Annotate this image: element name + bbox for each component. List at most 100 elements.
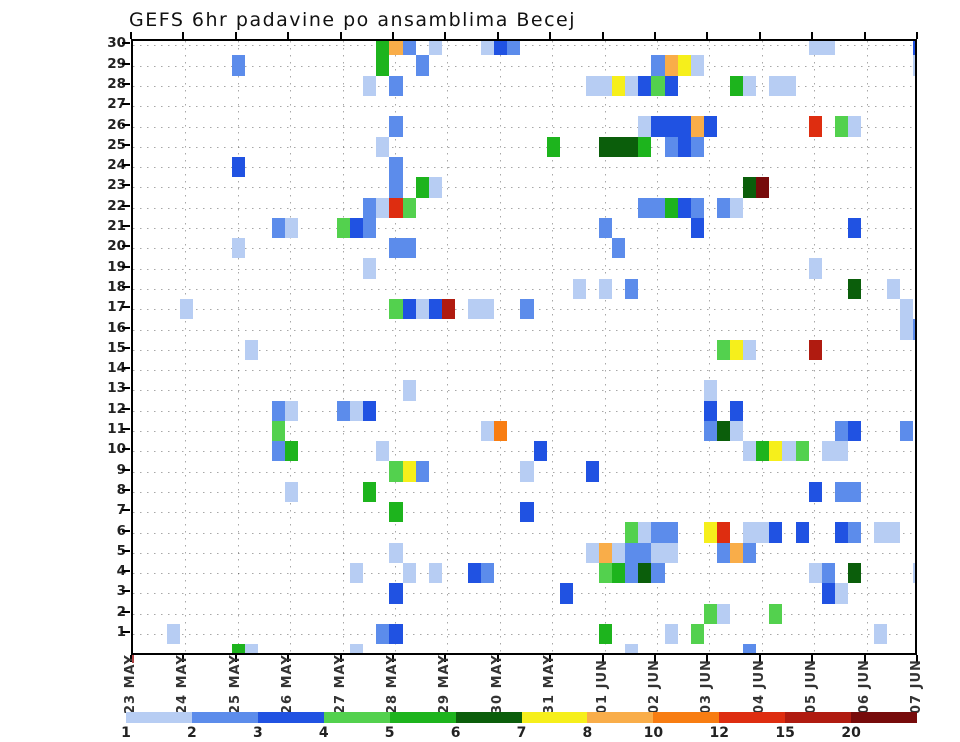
heatmap-cell	[284, 400, 298, 421]
x-axis-tick	[496, 655, 499, 662]
x-axis-tick	[916, 655, 918, 662]
heatmap-cell	[730, 75, 744, 97]
heatmap-cell	[612, 136, 626, 157]
heatmap-cell	[730, 420, 744, 442]
heatmap-cell	[651, 75, 665, 97]
y-axis-tick	[122, 468, 130, 471]
heatmap-cell	[677, 197, 691, 218]
y-axis-label: 15	[107, 339, 126, 356]
x-axis-tick	[654, 655, 656, 662]
heatmap-cell	[651, 562, 665, 584]
heatmap-cell	[389, 75, 403, 97]
heatmap-cell	[363, 481, 377, 503]
heatmap-cell	[599, 217, 613, 239]
colorbar-label: 7	[516, 725, 527, 741]
x-axis-label: 26 MAY	[280, 654, 296, 714]
heatmap-cell	[428, 177, 442, 198]
heatmap-cell	[664, 623, 678, 645]
x-axis-label: 27 MAY	[332, 654, 348, 714]
heatmap-cell	[245, 644, 259, 653]
grid-line-horizontal	[133, 45, 915, 47]
grid-line-vertical	[290, 41, 292, 653]
grid-line-vertical	[657, 41, 658, 653]
heatmap-cell	[166, 623, 180, 645]
heatmap-cell	[913, 55, 915, 76]
heatmap-cell	[599, 562, 613, 584]
heatmap-cell	[756, 522, 770, 543]
heatmap-cell	[232, 644, 246, 653]
heatmap-cell	[402, 562, 416, 584]
heatmap-cell	[625, 136, 639, 157]
heatmap-cell	[363, 75, 377, 97]
y-axis-tick	[122, 265, 130, 268]
colorbar-segment	[719, 712, 786, 723]
heatmap-cell	[913, 562, 915, 584]
heatmap-cell	[769, 441, 783, 462]
y-axis-label: 19	[107, 258, 126, 275]
heatmap-cell	[821, 562, 835, 584]
grid-line-horizontal	[133, 573, 915, 575]
grid-line-horizontal	[133, 146, 915, 148]
x-axis-label: 01 JUN	[594, 659, 610, 714]
heatmap-cell	[677, 136, 691, 157]
y-axis-tick	[122, 428, 130, 430]
heatmap-cell	[612, 562, 626, 584]
heatmap-cell	[664, 197, 678, 218]
colorbar-label: 4	[318, 725, 329, 741]
colorbar-label: 20	[841, 725, 861, 741]
heatmap-cell	[350, 217, 364, 239]
x-axis-tick-top	[130, 32, 132, 39]
heatmap-cell	[284, 441, 298, 462]
heatmap-cell	[507, 41, 521, 56]
colorbar-label: 6	[450, 725, 461, 741]
colorbar-label: 8	[582, 725, 593, 741]
x-axis-label: 23 MAY	[123, 654, 138, 714]
grid-line-horizontal	[133, 370, 915, 372]
y-axis-label: 29	[107, 55, 126, 72]
heatmap-cell	[743, 339, 757, 360]
heatmap-cell	[743, 542, 757, 563]
heatmap-cell	[415, 299, 429, 320]
heatmap-cell	[834, 481, 848, 503]
x-axis-tick-top	[234, 32, 237, 39]
y-axis-label: 21	[107, 218, 126, 234]
colorbar-segment	[455, 712, 522, 723]
heatmap-cell	[638, 136, 652, 157]
heatmap-cell	[402, 380, 416, 401]
colorbar-segment	[191, 712, 258, 723]
x-axis-tick-top	[392, 32, 394, 39]
chart-title: GEFS 6hr padavine po ansamblima Becej	[129, 9, 577, 31]
colorbar-segment	[785, 712, 852, 723]
y-axis-tick	[122, 570, 130, 573]
y-axis-label: 18	[107, 278, 126, 295]
heatmap-cell	[415, 461, 429, 482]
grid-line-horizontal	[133, 634, 915, 635]
y-axis-tick	[122, 184, 130, 187]
colorbar-label: 5	[384, 725, 395, 741]
heatmap-cell	[481, 299, 495, 320]
grid-line-horizontal	[133, 329, 915, 331]
colorbar-segment	[126, 712, 192, 723]
heatmap-cell	[612, 75, 626, 97]
heatmap-cell	[389, 299, 403, 320]
x-axis-tick	[863, 655, 866, 662]
y-axis-tick	[122, 123, 130, 126]
heatmap-cell	[874, 522, 888, 543]
heatmap-cell	[716, 420, 731, 442]
heatmap-cell	[664, 116, 678, 137]
heatmap-cell	[730, 339, 744, 360]
grid-line-horizontal	[133, 126, 915, 128]
colorbar-label: 15	[775, 725, 795, 741]
heatmap-cell	[638, 542, 652, 563]
y-axis-tick	[122, 326, 130, 329]
y-axis-label: 23	[107, 177, 126, 194]
heatmap-cell	[376, 623, 390, 645]
grid-line-vertical	[185, 41, 187, 653]
heatmap-cell	[743, 441, 757, 462]
x-axis-label: 02 JUN	[647, 659, 662, 714]
grid-line-horizontal	[133, 268, 915, 270]
y-axis-label: 26	[107, 116, 126, 133]
x-axis-tick-top	[496, 32, 499, 39]
heatmap-cell	[389, 502, 403, 523]
heatmap-cell	[887, 522, 901, 543]
